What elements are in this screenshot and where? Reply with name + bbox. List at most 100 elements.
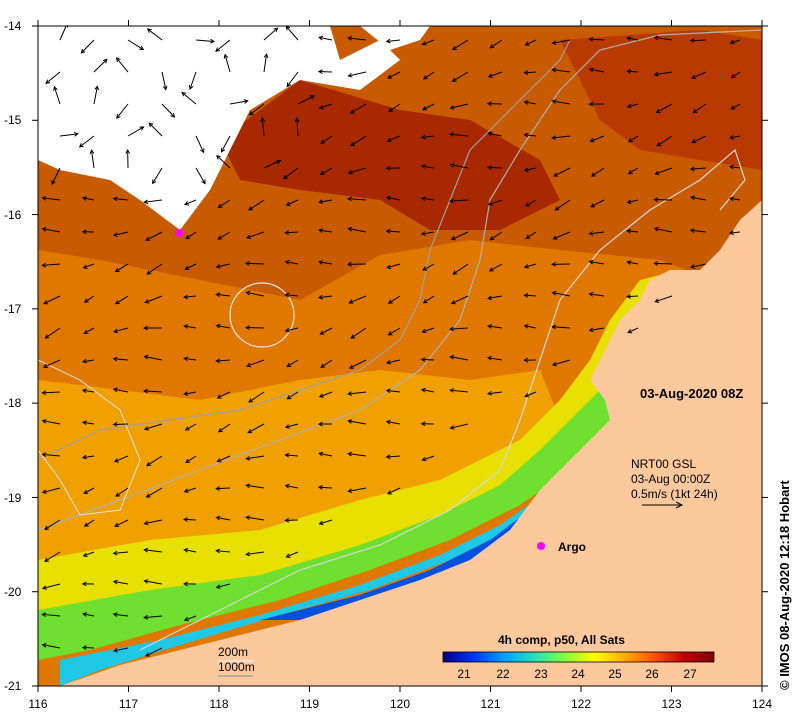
current-vector-head — [524, 392, 530, 398]
current-vector-head — [347, 72, 353, 78]
current-vector — [690, 229, 707, 233]
current-vector-head — [223, 53, 229, 59]
current-vector — [387, 71, 401, 79]
current-time-label: 03-Aug 00:00Z — [631, 472, 710, 486]
current-vector — [348, 420, 367, 425]
current-vector-head — [217, 235, 223, 240]
current-vector-head — [653, 261, 659, 266]
current-vector-head — [183, 488, 189, 493]
current-vector-head — [183, 616, 189, 622]
current-vector-head — [143, 579, 149, 584]
current-vector — [488, 325, 503, 329]
current-vector — [552, 69, 571, 73]
current-vector — [318, 229, 333, 233]
current-vector — [319, 452, 333, 457]
current-vector-head — [183, 581, 188, 587]
current-vector-head — [112, 579, 118, 585]
current-vector-head — [729, 39, 735, 45]
current-vector — [216, 550, 231, 553]
current-vector-head — [420, 387, 426, 393]
ocean-inshore-cyan — [60, 440, 605, 686]
current-vector — [348, 37, 367, 41]
current-vector-head — [284, 483, 290, 489]
current-vector-head — [653, 71, 659, 77]
current-vector — [185, 231, 197, 240]
current-vector-head — [349, 141, 355, 147]
lon-tick-label: 119 — [300, 697, 319, 711]
current-vector — [42, 228, 61, 233]
current-vector — [657, 135, 673, 147]
current-vector-head — [286, 82, 292, 88]
current-vector-head — [317, 421, 323, 427]
current-vector-head — [248, 398, 254, 403]
current-vector — [552, 135, 571, 139]
current-vector — [297, 95, 315, 105]
current-vector-head — [245, 515, 251, 521]
current-vector — [524, 167, 537, 172]
current-vector-head — [248, 110, 254, 116]
current-vector-head — [184, 426, 190, 431]
current-vector-head — [143, 388, 148, 394]
current-vector — [655, 167, 673, 175]
current-vector-head — [284, 517, 290, 523]
current-vector — [386, 359, 401, 364]
current-vector-head — [590, 172, 596, 177]
current-vector — [552, 39, 571, 44]
current-vector — [386, 230, 401, 233]
current-vector-head — [102, 58, 108, 64]
isobath-1000 — [38, 29, 762, 531]
current-vector — [218, 423, 231, 433]
current-vector — [422, 263, 435, 271]
current-vector — [388, 327, 401, 336]
ocean-inshore-green — [38, 370, 650, 660]
current-vector-head — [44, 334, 50, 339]
lon-tick-label: 124 — [752, 697, 772, 711]
current-vector — [113, 388, 129, 393]
current-vector — [79, 135, 95, 148]
current-vector-head — [113, 328, 119, 334]
current-vector-head — [81, 229, 87, 235]
current-vector-head — [183, 356, 189, 362]
current-vector — [552, 359, 571, 366]
ocean-mid-shelf — [38, 370, 560, 580]
current-vector — [655, 295, 673, 303]
current-vector — [591, 167, 605, 177]
current-vector-head — [183, 391, 189, 396]
current-vector-head — [146, 28, 152, 33]
current-vector-head — [689, 195, 695, 201]
current-vector — [349, 359, 367, 369]
current-vector-head — [215, 515, 221, 521]
current-vector-head — [385, 38, 391, 44]
current-vector-head — [449, 105, 455, 110]
current-vector-head — [489, 44, 495, 49]
current-vector-head — [350, 334, 356, 339]
current-vector-head — [348, 299, 354, 304]
current-vector-head — [247, 428, 253, 434]
cloud-mask — [38, 26, 400, 230]
current-vector-head — [347, 35, 353, 41]
current-vector — [84, 295, 95, 303]
current-vector-head — [487, 355, 493, 361]
current-vector — [216, 293, 231, 297]
current-vector — [283, 167, 299, 180]
current-vector — [144, 199, 163, 203]
current-vector-head — [551, 290, 557, 296]
current-vector-head — [590, 203, 595, 208]
current-vector — [452, 263, 469, 275]
current-vector — [552, 292, 571, 297]
current-vector — [589, 327, 605, 331]
current-vector-head — [588, 292, 594, 297]
current-vector-head — [420, 134, 426, 140]
current-vector — [286, 551, 299, 558]
current-vector — [221, 135, 231, 153]
current-vector-head — [215, 486, 221, 491]
current-vector-head — [386, 137, 392, 142]
plot-area — [38, 26, 762, 686]
lat-tick-label: -20 — [4, 585, 22, 599]
current-vector-head — [183, 517, 188, 522]
current-vector-head — [41, 452, 47, 457]
current-vector-head — [626, 103, 632, 109]
current-vector-head — [626, 294, 631, 299]
current-vector — [184, 357, 197, 361]
